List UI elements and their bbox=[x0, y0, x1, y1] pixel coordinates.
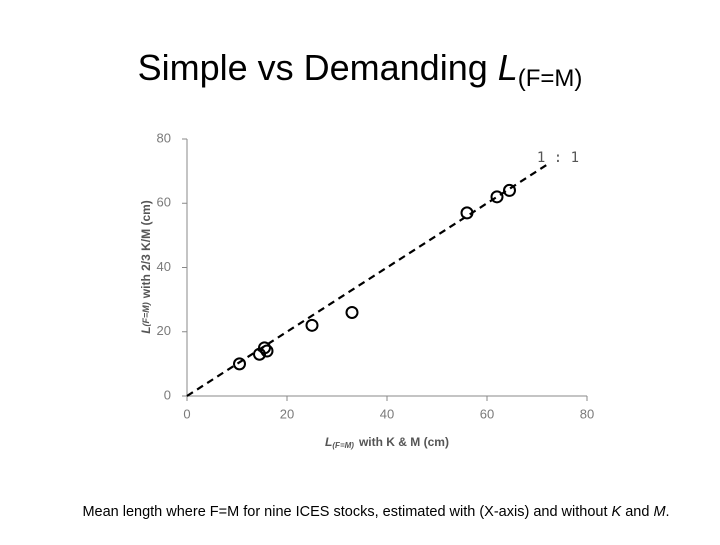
caption-segment: and bbox=[621, 504, 653, 520]
caption-segment: . bbox=[666, 504, 670, 520]
x-label-symbol: L bbox=[325, 435, 332, 449]
data-point bbox=[233, 357, 246, 371]
x-tick-label: 20 bbox=[280, 406, 294, 421]
y-label-symbol: L bbox=[139, 326, 153, 333]
data-point bbox=[258, 341, 271, 355]
y-tick-label: 40 bbox=[157, 259, 171, 274]
data-point bbox=[305, 318, 319, 332]
x-tick-label: 0 bbox=[183, 406, 190, 421]
y-label-subscript: (F=M) bbox=[141, 302, 151, 326]
data-point bbox=[260, 344, 274, 358]
x-axis-title: L(F=M) with K & M (cm) bbox=[325, 435, 449, 450]
title-subscript: (F=M) bbox=[518, 65, 583, 92]
x-label-text: with K & M (cm) bbox=[358, 435, 449, 449]
data-point bbox=[503, 183, 516, 197]
caption-segment: Mean length where F=M for nine ICES stoc… bbox=[82, 504, 611, 520]
x-tick-label: 80 bbox=[580, 406, 594, 421]
y-tick-label: 20 bbox=[157, 323, 171, 338]
data-point bbox=[460, 206, 474, 220]
y-tick-label: 60 bbox=[157, 195, 171, 210]
title-text: Simple vs Demanding bbox=[138, 47, 488, 88]
caption-segment: M bbox=[653, 504, 666, 520]
y-tick-label: 80 bbox=[157, 130, 171, 145]
y-axis-title: L(F=M) with 2/3 K/M (cm) bbox=[139, 200, 153, 334]
y-label-text: with 2/3 K/M (cm) bbox=[139, 200, 153, 299]
x-tick-label: 40 bbox=[380, 406, 394, 421]
reference-label: 1 : 1 bbox=[537, 150, 579, 166]
caption-segment: K bbox=[612, 504, 623, 520]
x-label-subscript: (F=M) bbox=[332, 441, 354, 450]
caption: Mean length where F=M for nine ICES stoc… bbox=[82, 504, 669, 520]
chart-title: Simple vs Demanding L(F=M) bbox=[138, 47, 583, 93]
data-point bbox=[490, 190, 504, 204]
data-point bbox=[345, 305, 359, 319]
title-symbol: L bbox=[498, 47, 518, 88]
x-tick-label: 60 bbox=[480, 406, 494, 421]
y-tick-label: 0 bbox=[164, 387, 171, 402]
